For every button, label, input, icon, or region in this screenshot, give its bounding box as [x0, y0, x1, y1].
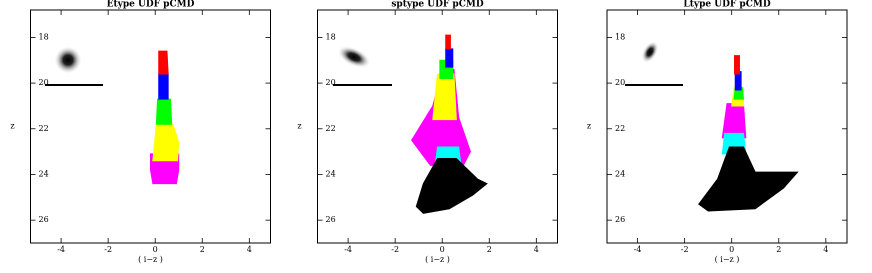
y-tick-label: 24 — [615, 169, 625, 178]
x-tick-label: -4 — [57, 245, 65, 254]
y-tick-label: 26 — [615, 215, 625, 224]
x-tick-label: -4 — [634, 245, 642, 254]
x-axis-label: ( i−z ) — [715, 255, 740, 264]
thumbnail — [333, 45, 392, 86]
x-tick-label: -2 — [104, 245, 112, 254]
x-tick-label: 0 — [729, 245, 734, 254]
x-axis-label: ( i−z ) — [425, 255, 450, 264]
chart-title: Etype UDF pCMD — [107, 0, 195, 10]
y-tick-label: 20 — [39, 78, 49, 87]
plot-frame — [317, 9, 558, 244]
x-tick-label: 2 — [776, 245, 781, 254]
y-axis-label: z — [587, 122, 591, 131]
data-region — [734, 55, 740, 75]
data-region — [158, 50, 169, 75]
y-tick-label: 22 — [39, 124, 49, 133]
data-region — [150, 153, 180, 185]
x-tick-label: 4 — [534, 245, 539, 254]
data-region — [432, 73, 457, 121]
y-tick-label: 24 — [326, 169, 336, 178]
thumbnail — [45, 46, 103, 86]
y-tick-label: 18 — [326, 32, 336, 41]
plot-frame — [606, 9, 848, 244]
thumbnail — [625, 41, 683, 86]
chart-title: sptype UDF pCMD — [391, 0, 483, 10]
x-tick-label: -2 — [681, 245, 689, 254]
data-region — [445, 34, 451, 50]
x-axis-label: ( i−z ) — [138, 255, 163, 264]
y-tick-label: 20 — [326, 78, 336, 87]
data-region — [445, 48, 454, 68]
x-tick-label: 2 — [200, 245, 205, 254]
y-axis-label: z — [297, 122, 301, 131]
y-tick-label: 20 — [615, 78, 625, 87]
x-tick-label: 2 — [487, 245, 492, 254]
x-tick-label: -4 — [344, 245, 352, 254]
data-region — [415, 157, 488, 214]
y-tick-label: 26 — [326, 215, 336, 224]
data-region — [155, 98, 173, 125]
y-axis-label: z — [10, 122, 14, 131]
data-region — [698, 146, 799, 212]
data-region — [158, 73, 169, 100]
x-tick-label: 4 — [823, 245, 828, 254]
y-tick-label: 26 — [39, 215, 49, 224]
y-tick-label: 22 — [326, 124, 336, 133]
y-tick-label: 18 — [39, 32, 49, 41]
y-tick-label: 18 — [615, 32, 625, 41]
x-tick-label: 4 — [247, 245, 252, 254]
data-region — [721, 103, 747, 139]
y-tick-label: 22 — [615, 124, 625, 133]
chart-title: Ltype UDF pCMD — [683, 0, 770, 10]
y-tick-label: 24 — [39, 169, 49, 178]
plot-frame — [30, 9, 271, 244]
x-tick-label: 0 — [440, 245, 445, 254]
x-tick-label: 0 — [153, 245, 158, 254]
x-tick-label: -2 — [391, 245, 399, 254]
data-region — [152, 123, 180, 162]
